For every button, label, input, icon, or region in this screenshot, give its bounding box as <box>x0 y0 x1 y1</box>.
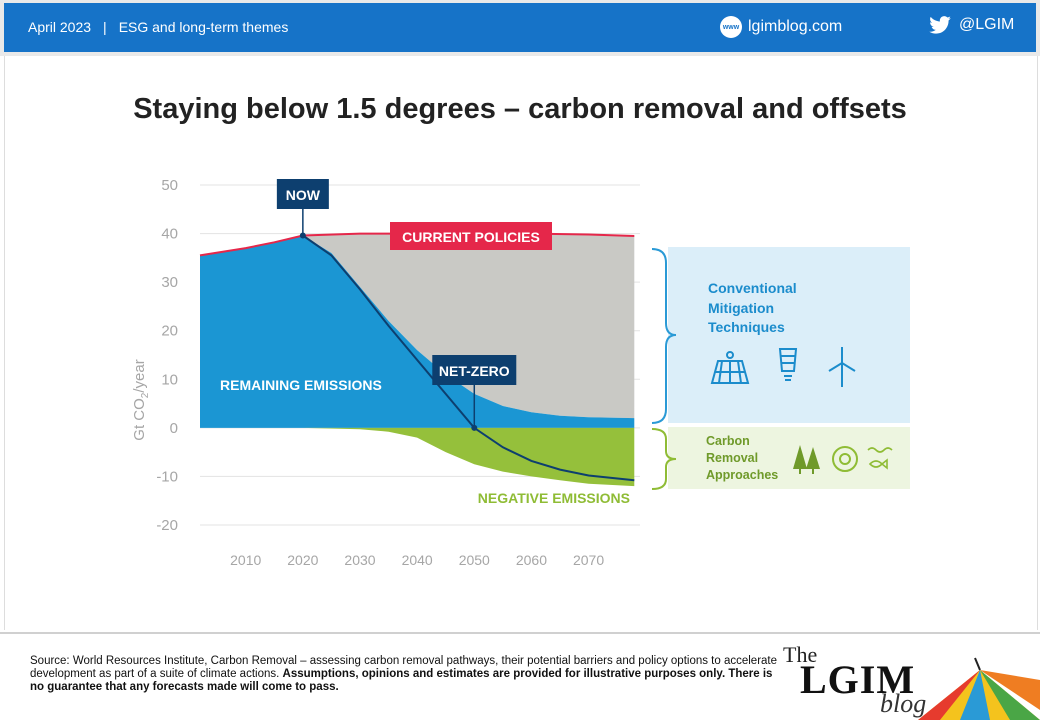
y-tick-label: 50 <box>161 177 178 194</box>
annotations: NOW NET-ZERO CURRENT POLICIES REMAINING EMI… <box>220 179 630 506</box>
now-callout-box <box>276 179 329 209</box>
header-separator: | <box>103 19 107 35</box>
x-tick-label: 2040 <box>402 552 433 568</box>
net-emissions-line <box>302 234 635 482</box>
x-tick-label: 2030 <box>344 552 375 568</box>
y-tick-label: 30 <box>161 274 178 291</box>
header-left: April 2023 | ESG and long-term themes <box>28 19 288 35</box>
slide-title: Staying below 1.5 degrees – carbon remov… <box>133 93 907 125</box>
solar-panel-icon <box>710 351 750 384</box>
current-policies-callout-box <box>390 222 552 250</box>
header-date: April 2023 <box>28 19 92 35</box>
twitter-link[interactable]: @LGIM <box>929 16 1014 34</box>
ocean-fish-icon <box>867 447 893 470</box>
y-tick-label: -20 <box>156 517 178 534</box>
header-section[interactable]: ESG and long-term themes <box>118 19 289 35</box>
header-bar-inner: April 2023 | ESG and long-term themes www … <box>4 3 1036 52</box>
x-tick-label: 2060 <box>516 552 547 568</box>
y-tick-labels: 50 40 30 20 10 0 -10 -20 <box>156 177 178 534</box>
removal-box <box>668 427 910 489</box>
now-label: NOW <box>286 187 321 203</box>
net-zero-label: NET-ZERO <box>439 363 510 379</box>
x-tick-label: 2050 <box>459 552 490 568</box>
twitter-bird-icon <box>929 16 951 34</box>
current-policies-label: CURRENT POLICIES <box>402 229 540 245</box>
y-tick-label: 10 <box>161 371 178 388</box>
net-zero-marker <box>471 424 478 431</box>
wind-turbine-icon <box>828 347 856 387</box>
current-policies-line <box>199 232 635 257</box>
negative-emissions-label: NEGATIVE EMISSIONS <box>478 490 630 506</box>
y-tick-label: 20 <box>161 323 178 340</box>
now-marker <box>299 232 306 239</box>
y-tick-label: -10 <box>156 468 178 485</box>
twitter-handle[interactable]: @LGIM <box>959 16 1015 33</box>
logo-blog: blog <box>880 689 927 718</box>
www-globe-icon: www <box>720 16 742 38</box>
footer: Source: World Resources Institute, Carbo… <box>0 632 1040 722</box>
source-note: Source: World Resources Institute, Carbo… <box>30 655 782 694</box>
negative-emissions-area <box>200 427 635 487</box>
x-tick-label: 2010 <box>230 552 261 568</box>
mitigation-box <box>668 247 910 423</box>
website-label[interactable]: lgimblog.com <box>748 18 843 35</box>
header-bar: April 2023 | ESG and long-term themes www … <box>0 0 1040 56</box>
net-zero-callout-box <box>432 355 517 385</box>
y-tick-label: 0 <box>170 420 178 437</box>
mitigation-label: Conventional Mitigation Techniques <box>708 280 801 335</box>
light-bulb-icon <box>778 348 798 381</box>
current-policies-gap-area <box>200 233 635 419</box>
x-tick-label: 2020 <box>287 552 318 568</box>
removal-label: Carbon Removal Approaches <box>706 434 778 482</box>
x-tick-labels: 2010 2020 2030 2040 2050 2060 2070 <box>230 552 604 568</box>
umbrella-logo-icon <box>918 657 1040 720</box>
disclaimer-text: Assumptions, opinions and estimates are … <box>30 668 773 693</box>
sun-circle-icon <box>832 446 858 472</box>
website-link[interactable]: www lgimblog.com <box>720 16 842 38</box>
remaining-emissions-area <box>200 235 635 428</box>
removal-bracket <box>651 428 677 490</box>
remaining-emissions-label: REMAINING EMISSIONS <box>220 377 382 393</box>
y-axis-label: Gt CO2/year <box>131 359 151 440</box>
logo-lgim: LGIM <box>800 657 916 702</box>
trees-icon <box>793 445 820 474</box>
source-text: Source: World Resources Institute, Carbo… <box>30 655 778 680</box>
logo-the: The <box>783 642 818 667</box>
x-tick-label: 2070 <box>573 552 604 568</box>
y-tick-label: 40 <box>161 226 178 243</box>
mitigation-bracket <box>651 248 677 424</box>
